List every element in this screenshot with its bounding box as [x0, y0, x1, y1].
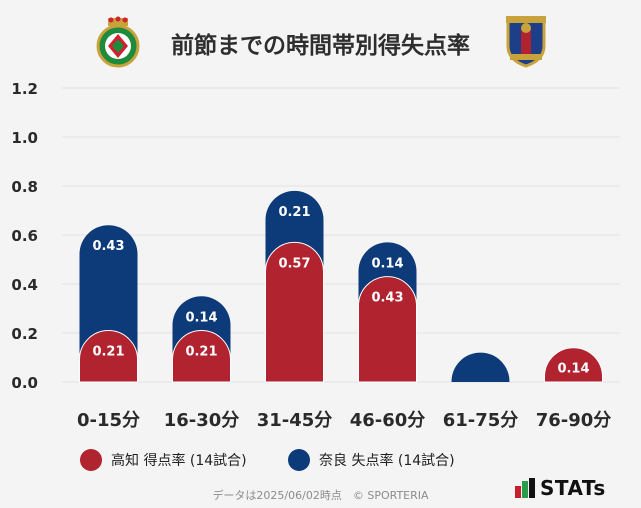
bar-kochi-0-15分 [79, 330, 138, 383]
data-label-kochi: 0.57 [278, 256, 310, 271]
stats-brand-text: STATs [540, 476, 606, 500]
bar-kochi-16-30分 [172, 330, 231, 383]
bar-kochi-31-45分 [265, 241, 324, 383]
data-label-kochi: 0.14 [557, 362, 589, 377]
bar-chart: 0.0 0.2 0.4 0.6 0.8 1.0 1.2 0.21 0.43 0-15分 0.21 0.… [11, 80, 620, 431]
x-tick-label: 31-45分 [257, 410, 333, 431]
y-tick-label: 0.2 [11, 325, 38, 343]
data-label-kochi: 0.21 [185, 345, 217, 360]
data-label-kochi: 0.21 [92, 345, 124, 360]
y-tick-label: 0.8 [11, 178, 38, 196]
legend-swatch-kochi [80, 449, 102, 471]
data-label-nara: 0.43 [92, 239, 124, 254]
nara-crest-icon [506, 16, 546, 68]
y-tick-label: 0.0 [11, 374, 38, 392]
x-tick-label: 16-30分 [164, 410, 240, 431]
x-tick-label: 0-15分 [77, 410, 140, 431]
data-label-nara: 0.14 [185, 310, 217, 325]
legend-label-kochi: 高知 得点率 (14試合) [111, 453, 247, 469]
y-tick-label: 1.0 [11, 129, 38, 147]
legend-swatch-nara [288, 449, 310, 471]
legend-item-kochi: 高知 得点率 (14試合) [80, 449, 247, 471]
legend-label-nara: 奈良 失点率 (14試合) [319, 453, 455, 469]
data-label-kochi: 0.43 [371, 291, 403, 306]
y-tick-label: 0.6 [11, 227, 38, 245]
y-tick-label: 1.2 [11, 80, 38, 98]
stats-logo: STATs [515, 476, 606, 500]
stats-bars-icon [515, 478, 535, 498]
data-label-nara: 0.21 [278, 205, 310, 220]
bar-nara-61-75分 [451, 352, 510, 382]
y-tick-label: 0.4 [11, 276, 38, 294]
legend-item-nara: 奈良 失点率 (14試合) [288, 449, 455, 471]
x-tick-label: 76-90分 [536, 410, 612, 431]
x-tick-label: 61-75分 [443, 410, 519, 431]
chart-title: 前節までの時間帯別得失点率 [171, 33, 470, 59]
kochi-crest-icon [96, 16, 140, 68]
bar-kochi-46-60分 [358, 276, 417, 383]
x-tick-label: 46-60分 [350, 410, 426, 431]
footer-note: データは2025/06/02時点 © SPORTERIA [212, 489, 429, 502]
data-label-nara: 0.14 [371, 256, 403, 271]
bar-kochi-76-90分 [544, 347, 603, 383]
